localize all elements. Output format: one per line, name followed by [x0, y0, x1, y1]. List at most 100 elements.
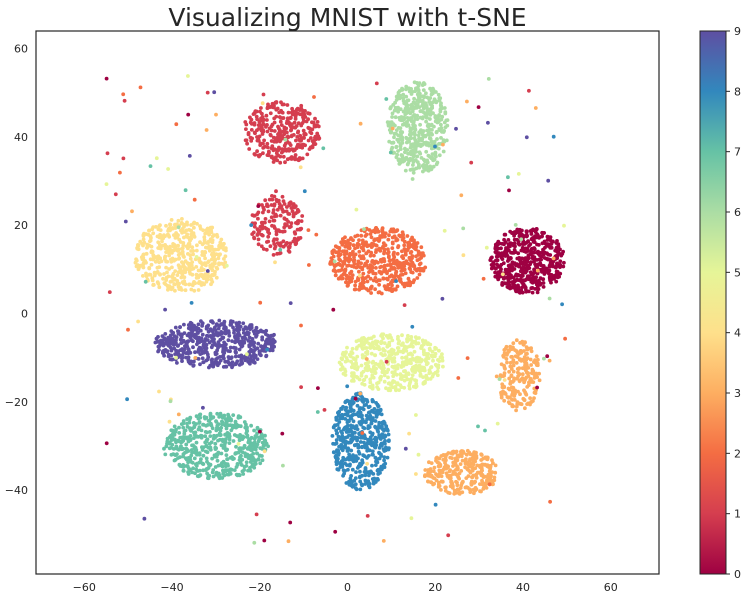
- scatter-point: [360, 345, 364, 350]
- scatter-point: [373, 353, 377, 358]
- scatter-point: [396, 158, 401, 163]
- scatter-point: [556, 246, 560, 251]
- scatter-point: [429, 365, 434, 369]
- scatter-point: [228, 345, 233, 350]
- scatter-point: [256, 341, 261, 346]
- scatter-point: [136, 267, 141, 272]
- scatter-point: [219, 463, 223, 468]
- scatter-point: [340, 464, 345, 469]
- scatter-point: [364, 232, 369, 237]
- scatter-point: [185, 456, 190, 461]
- scatter-point: [349, 359, 353, 364]
- scatter-point: [414, 254, 418, 259]
- scatter-point: [537, 278, 541, 283]
- scatter-point: [382, 257, 386, 261]
- scatter-point: [376, 429, 380, 434]
- scatter-point: [213, 441, 218, 446]
- scatter-point: [530, 254, 535, 259]
- scatter-point: [164, 265, 169, 270]
- scatter-point: [186, 359, 191, 364]
- scatter-point: [234, 346, 238, 351]
- scatter-point: [200, 274, 204, 278]
- scatter-point: [426, 107, 430, 111]
- scatter-point: [344, 280, 348, 285]
- scatter-point: [439, 474, 444, 479]
- scatter-point: [164, 223, 168, 228]
- scatter-point: [357, 414, 361, 418]
- scatter-point: [501, 261, 506, 266]
- scatter-point: [369, 343, 373, 348]
- scatter-point: [282, 216, 287, 221]
- scatter-point: [406, 151, 410, 156]
- scatter-point: [503, 281, 508, 286]
- scatter-point: [506, 285, 511, 290]
- scatter-point: [431, 476, 436, 480]
- scatter-point: [241, 472, 246, 476]
- scatter-point: [278, 160, 283, 165]
- scatter-point: [408, 262, 413, 267]
- scatter-point: [272, 246, 277, 251]
- scatter-point: [366, 454, 371, 458]
- scatter-point: [396, 265, 401, 270]
- scatter-point: [283, 160, 287, 165]
- scatter-point: [272, 237, 277, 242]
- scatter-point: [411, 122, 415, 127]
- scatter-point: [524, 358, 529, 362]
- scatter-point: [339, 459, 344, 464]
- scatter-point: [444, 466, 449, 471]
- scatter-point: [168, 280, 173, 284]
- scatter-point: [133, 260, 138, 265]
- scatter-point: [458, 462, 463, 466]
- scatter-point: [238, 455, 242, 460]
- scatter-point: [224, 326, 228, 331]
- scatter-point: [344, 356, 349, 360]
- scatter-point: [145, 246, 149, 250]
- scatter-point: [431, 372, 436, 377]
- scatter-point: [169, 438, 174, 442]
- scatter-point: [443, 125, 448, 130]
- scatter-point: [349, 428, 353, 432]
- scatter-point: [331, 254, 336, 259]
- scatter-point: [428, 155, 432, 159]
- scatter-point: [549, 273, 553, 277]
- scatter-point: [409, 250, 414, 254]
- scatter-point: [382, 267, 387, 272]
- scatter-point: [202, 238, 207, 243]
- scatter-point: [367, 425, 372, 429]
- scatter-point: [245, 435, 250, 439]
- scatter-point: [259, 220, 264, 225]
- scatter-point: [158, 223, 162, 228]
- scatter-point: [546, 269, 551, 274]
- scatter-point: [248, 468, 253, 473]
- scatter-point: [404, 101, 409, 106]
- scatter-point: [214, 252, 219, 257]
- scatter-point: [169, 218, 174, 222]
- scatter-point: [555, 270, 560, 275]
- scatter-point: [256, 237, 261, 242]
- scatter-point: [439, 488, 443, 492]
- scatter-point: [200, 242, 205, 247]
- scatter-point: [488, 465, 493, 470]
- scatter-point: [490, 458, 494, 463]
- scatter-point: [364, 240, 368, 245]
- scatter-point: [387, 233, 391, 238]
- scatter-point: [405, 234, 410, 238]
- scatter-point: [188, 238, 192, 243]
- scatter-point: [442, 120, 447, 125]
- scatter-point: [386, 375, 390, 380]
- scatter-point: [227, 437, 232, 442]
- scatter-point: [419, 245, 424, 250]
- scatter-point: [365, 470, 369, 475]
- scatter-point: [485, 478, 490, 482]
- scatter-point: [217, 473, 222, 478]
- scatter-point: [357, 254, 362, 258]
- scatter-point: [347, 433, 351, 437]
- scatter-point: [271, 344, 275, 348]
- scatter-point: [529, 232, 534, 236]
- scatter-point: [177, 462, 182, 467]
- scatter-point: [384, 424, 389, 429]
- scatter-point: [391, 261, 396, 266]
- scatter-point: [347, 246, 352, 251]
- scatter-point: [535, 242, 539, 247]
- scatter-point: [187, 417, 192, 422]
